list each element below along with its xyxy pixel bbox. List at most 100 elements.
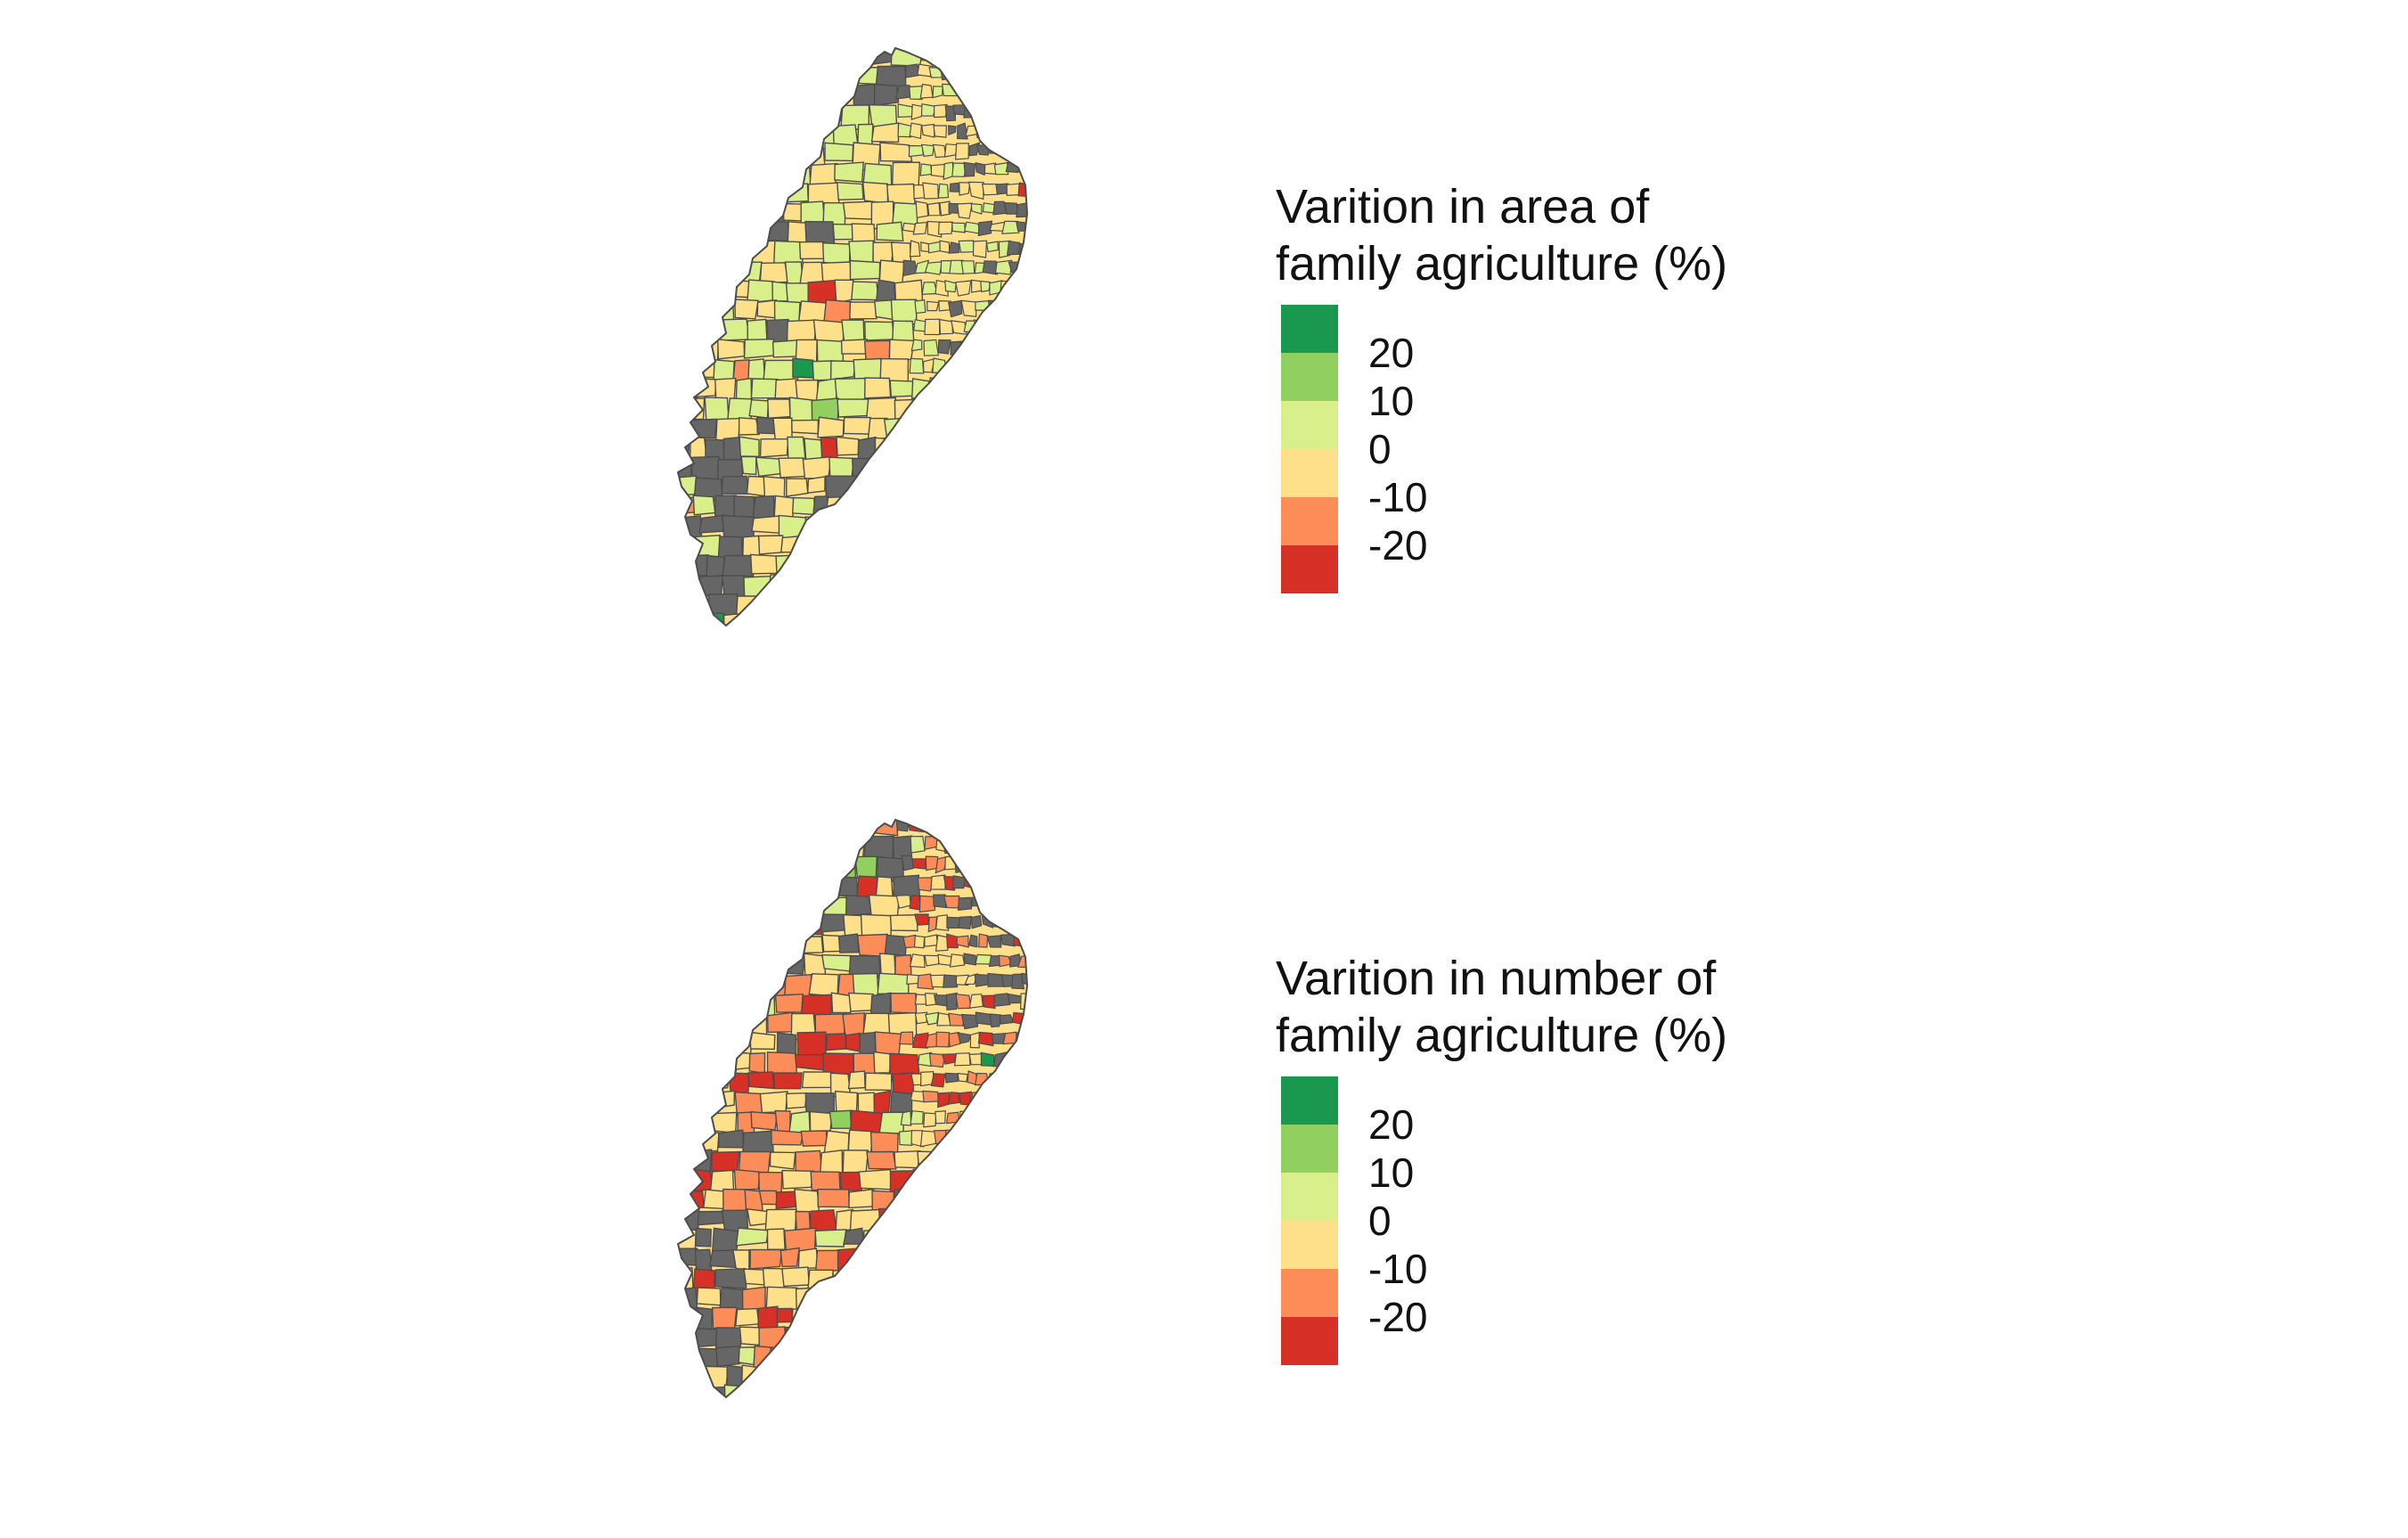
municipality-polygon <box>804 220 836 245</box>
municipality-polygon <box>1016 496 1027 517</box>
municipality-polygon <box>678 556 695 582</box>
municipality-polygon <box>756 954 777 982</box>
municipality-polygon <box>857 123 874 145</box>
municipality-polygon <box>689 820 718 844</box>
municipality-polygon <box>1035 1386 1061 1403</box>
municipality-polygon <box>687 142 714 161</box>
municipality-polygon <box>937 1092 951 1109</box>
municipality-polygon <box>1020 1090 1027 1108</box>
municipality-polygon <box>708 1090 736 1109</box>
municipality-polygon <box>975 476 1007 503</box>
municipality-polygon <box>737 83 767 110</box>
municipality-polygon <box>1019 85 1027 100</box>
municipality-polygon <box>737 877 765 903</box>
municipality-polygon <box>1026 1188 1027 1212</box>
municipality-polygon <box>867 1364 896 1387</box>
municipality-polygon <box>686 48 718 76</box>
municipality-polygon <box>898 1248 934 1272</box>
municipality-polygon <box>714 894 739 912</box>
municipality-polygon <box>923 1112 937 1128</box>
municipality-polygon <box>678 593 694 617</box>
municipality-polygon <box>939 1305 968 1326</box>
municipality-polygon <box>678 1307 700 1335</box>
municipality-polygon <box>1029 420 1056 446</box>
municipality-polygon <box>1036 1091 1049 1104</box>
municipality-polygon <box>714 64 735 85</box>
municipality-polygon <box>1036 936 1050 948</box>
municipality-polygon <box>765 86 782 110</box>
municipality-polygon <box>1018 48 1027 62</box>
municipality-polygon <box>899 593 918 618</box>
municipality-polygon <box>678 1367 701 1384</box>
municipality-polygon <box>785 836 809 865</box>
municipality-polygon <box>706 836 727 865</box>
municipality-polygon <box>696 1386 727 1397</box>
municipality-polygon <box>739 142 758 168</box>
municipality-polygon <box>920 820 936 832</box>
municipality-polygon <box>848 1188 875 1209</box>
municipality-polygon <box>939 1406 963 1422</box>
municipality-polygon <box>967 455 993 479</box>
municipality-polygon <box>854 495 884 514</box>
municipality-polygon <box>1016 1110 1027 1126</box>
municipality-polygon <box>994 820 1006 830</box>
municipality-polygon <box>955 1229 989 1256</box>
municipality-polygon <box>1015 595 1027 619</box>
municipality-polygon <box>1023 279 1027 297</box>
municipality-polygon <box>787 895 820 914</box>
municipality-polygon <box>1015 144 1025 157</box>
municipality-polygon <box>764 1208 797 1231</box>
municipality-polygon <box>937 339 951 355</box>
municipality-polygon <box>738 973 765 994</box>
municipality-polygon <box>1024 856 1027 872</box>
municipality-polygon <box>829 1306 850 1327</box>
municipality-polygon <box>983 318 998 331</box>
municipality-polygon <box>801 1405 825 1424</box>
municipality-polygon <box>948 1012 965 1027</box>
municipality-polygon <box>975 1366 1000 1395</box>
municipality-polygon <box>689 612 711 626</box>
municipality-polygon <box>866 1150 897 1170</box>
municipality-polygon <box>716 339 746 360</box>
municipality-polygon <box>919 554 951 578</box>
municipality-polygon <box>926 377 954 405</box>
municipality-polygon <box>960 299 977 317</box>
municipality-polygon <box>957 1130 971 1147</box>
municipality-polygon <box>732 1249 750 1272</box>
municipality-polygon <box>959 1286 984 1313</box>
municipality-polygon <box>1038 1013 1049 1028</box>
municipality-polygon <box>990 1266 1016 1288</box>
municipality-polygon <box>678 63 693 89</box>
municipality-polygon <box>747 201 771 223</box>
municipality-polygon <box>1018 358 1027 376</box>
municipality-polygon <box>819 574 851 602</box>
municipality-polygon <box>792 915 824 936</box>
municipality-polygon <box>763 934 795 962</box>
municipality-polygon <box>722 554 755 577</box>
municipality-polygon <box>950 1210 980 1234</box>
municipality-polygon <box>914 613 943 626</box>
municipality-polygon <box>796 48 820 72</box>
municipality-polygon <box>770 914 796 942</box>
map-panel-area: Varition in area of family agriculture (… <box>0 0 2408 766</box>
municipality-polygon <box>1020 397 1027 419</box>
municipality-polygon <box>864 1072 893 1092</box>
municipality-polygon <box>809 613 830 626</box>
municipality-polygon <box>678 836 692 861</box>
municipality-polygon <box>992 993 1011 1007</box>
municipality-polygon <box>781 820 801 840</box>
municipality-polygon <box>777 855 803 887</box>
municipality-polygon <box>995 1346 1011 1369</box>
municipality-polygon <box>777 85 806 113</box>
municipality-polygon <box>974 1149 997 1171</box>
municipality-polygon <box>980 612 1005 626</box>
municipality-polygon <box>928 1052 946 1068</box>
municipality-polygon <box>837 1365 869 1389</box>
legend-swatch-10-to-20 <box>1281 353 1338 401</box>
municipality-polygon <box>869 1306 898 1329</box>
municipality-polygon <box>947 1092 960 1105</box>
municipality-polygon <box>909 1327 932 1346</box>
municipality-polygon <box>894 1149 921 1169</box>
municipality-polygon <box>1023 516 1027 541</box>
municipality-polygon <box>881 495 911 519</box>
